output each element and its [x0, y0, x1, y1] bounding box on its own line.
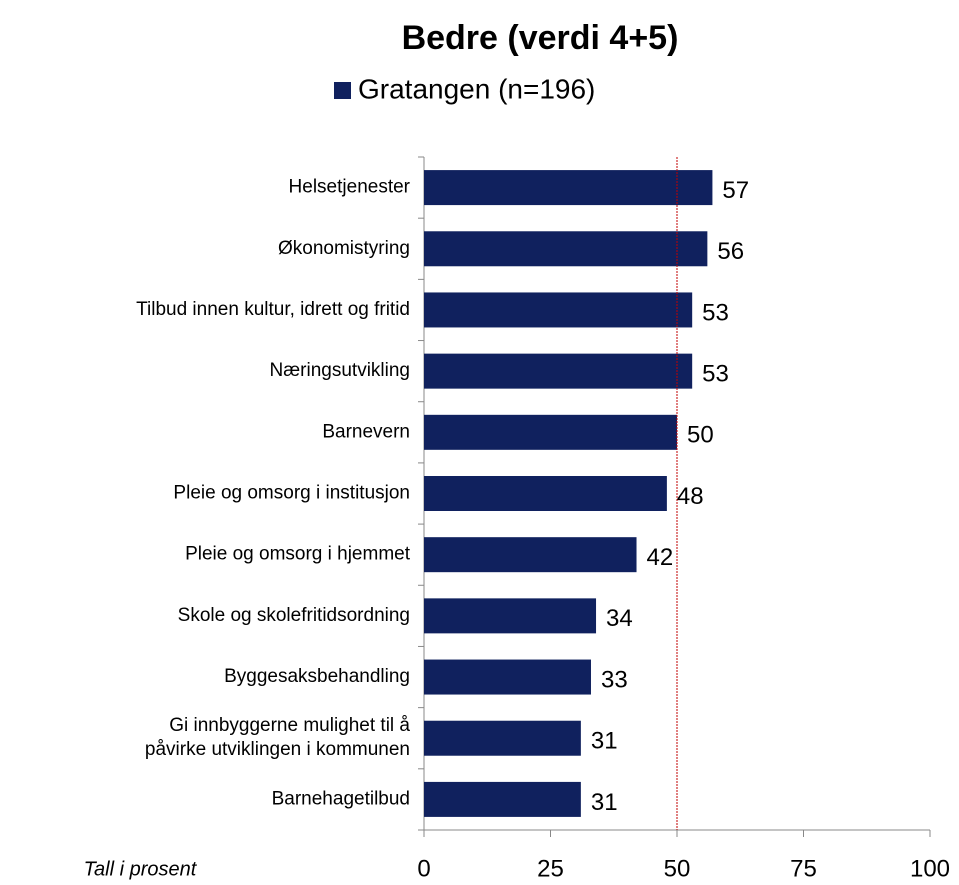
data-label: 50: [687, 422, 714, 449]
bar: [424, 659, 591, 695]
data-label: 56: [717, 238, 744, 265]
x-tick-label: 0: [417, 855, 430, 882]
y-tick-label: Tilbud innen kultur, idrett og fritid: [136, 299, 410, 320]
bar: [424, 476, 667, 511]
bar: [424, 292, 693, 328]
data-label: 53: [702, 360, 729, 387]
y-tick-label: Næringsutvikling: [270, 360, 410, 381]
data-label: 33: [601, 666, 628, 693]
note: Tall i prosent: [84, 858, 198, 880]
y-tick-label: Gi innbyggerne mulighet til å påvirke utv…: [145, 715, 411, 760]
legend-label: Gratangen (n=196): [358, 73, 595, 104]
chart-title: Bedre (verdi 4+5): [402, 19, 679, 57]
y-tick-label: Skole og skolefritidsordning: [178, 605, 410, 626]
y-tick-label: Barnevern: [322, 421, 410, 442]
data-label: 57: [722, 177, 749, 204]
y-tick-label: Økonomistyring: [278, 238, 410, 259]
data-label: 31: [591, 789, 618, 816]
data-label: 53: [702, 299, 729, 326]
bar: [424, 231, 708, 267]
x-tick-label: 100: [910, 855, 950, 882]
x-tick-label: 50: [664, 855, 691, 882]
bar: [424, 170, 713, 206]
data-label: 34: [606, 605, 633, 632]
y-tick-label: Barnehagetilbud: [272, 788, 410, 809]
data-label: 42: [647, 544, 674, 571]
y-tick-label: Byggesaksbehandling: [224, 666, 410, 687]
bar: [424, 781, 581, 817]
bar: [424, 414, 677, 450]
bar: [424, 537, 637, 573]
x-tick-label: 75: [790, 855, 817, 882]
y-tick-label: Pleie og omsorg i hjemmet: [185, 544, 411, 565]
bar: [424, 598, 597, 634]
y-tick-label: Pleie og omsorg i institusjon: [173, 483, 410, 504]
legend-swatch: [334, 82, 351, 99]
y-tick-label: Helsetjenester: [289, 177, 411, 198]
data-label: 48: [677, 483, 704, 510]
bar: [424, 720, 581, 756]
data-label: 31: [591, 728, 618, 755]
x-tick-label: 25: [537, 855, 564, 882]
bar: [424, 353, 693, 389]
